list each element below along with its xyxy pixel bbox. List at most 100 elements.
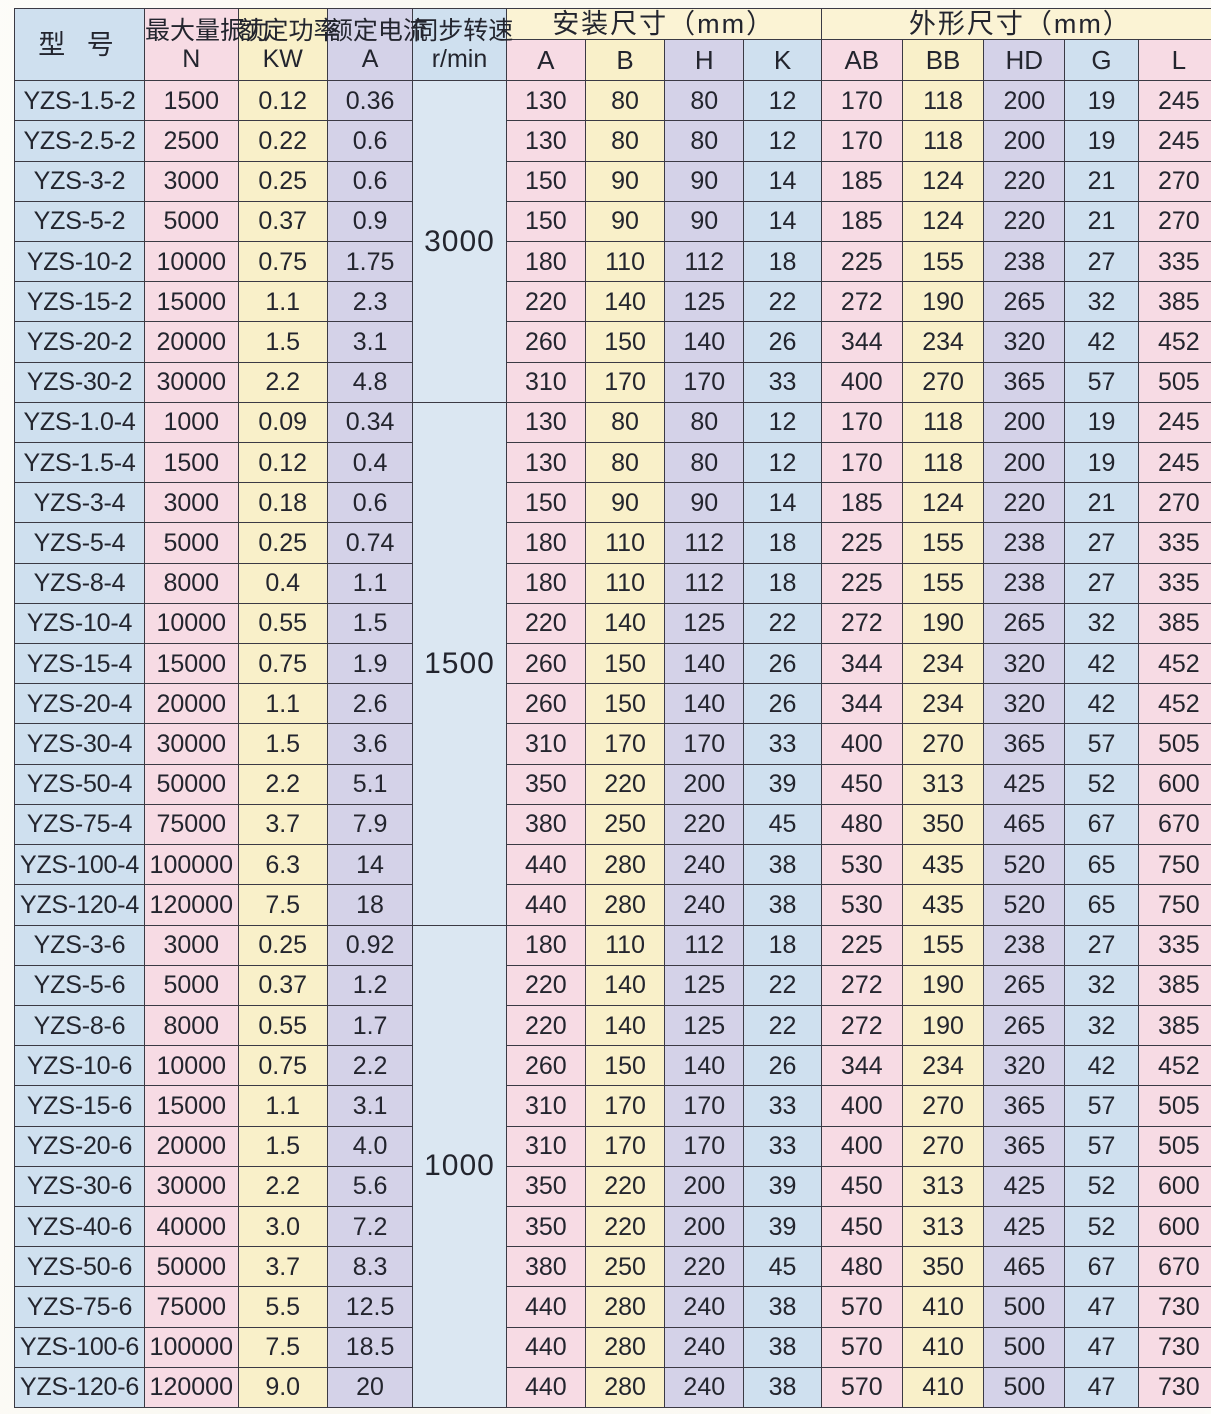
- cell-model: YZS-50-6: [13, 1246, 146, 1288]
- cell-dim-ab: 170: [820, 120, 903, 162]
- cell-dim-bb: 155: [901, 241, 985, 283]
- cell-dim-g: 47: [1064, 1326, 1139, 1368]
- header-dim-a: A: [505, 39, 586, 82]
- cell-dim-g: 42: [1064, 1045, 1139, 1087]
- cell-sync-speed: 1000: [412, 924, 507, 1408]
- cell-dim-k: 18: [743, 924, 822, 966]
- cell-force: 3000: [144, 924, 239, 966]
- cell-dim-bb: 190: [901, 1004, 985, 1047]
- cell-dim-a: 440: [505, 1326, 586, 1368]
- cell-force: 50000: [144, 763, 239, 805]
- table-row: YZS-50-4 50000 2.2 5.1 350 220 200 39 450 313 425 5…: [13, 763, 1211, 805]
- cell-power: 3.7: [237, 1246, 328, 1288]
- table-row: YZS-20-2 20000 1.5 3.1 260 150 140 26 344 234 320 4…: [13, 321, 1211, 363]
- cell-dim-k: 12: [743, 401, 822, 444]
- cell-dim-ab: 570: [820, 1326, 903, 1368]
- cell-force: 30000: [144, 1165, 239, 1207]
- cell-dim-hd: 425: [983, 1165, 1066, 1207]
- cell-dim-h: 240: [664, 1286, 745, 1328]
- cell-dim-bb: 270: [901, 361, 985, 403]
- cell-model: YZS-3-6: [13, 924, 146, 966]
- cell-model: YZS-10-6: [13, 1045, 146, 1087]
- cell-dim-hd: 200: [983, 120, 1066, 162]
- cell-force: 1500: [144, 80, 239, 122]
- header-rated-current-title: 额定电流: [327, 16, 428, 45]
- cell-dim-l: 730: [1137, 1286, 1211, 1328]
- cell-dim-a: 150: [505, 482, 586, 524]
- cell-dim-l: 335: [1137, 562, 1211, 604]
- cell-dim-k: 18: [743, 522, 822, 564]
- cell-force: 5000: [144, 964, 239, 1006]
- cell-dim-hd: 520: [983, 844, 1066, 886]
- cell-dim-a: 350: [505, 1205, 586, 1248]
- cell-dim-h: 125: [664, 281, 745, 323]
- table-row: YZS-1.5-4 1500 0.12 0.4 130 80 80 12 170 118 200 19…: [13, 442, 1211, 484]
- cell-dim-h: 125: [664, 1004, 745, 1047]
- header-sync-speed: 同步转速 r/min: [412, 7, 513, 82]
- cell-dim-a: 180: [505, 562, 586, 604]
- cell-dim-l: 452: [1137, 321, 1211, 363]
- cell-dim-k: 39: [743, 1205, 822, 1248]
- cell-dim-a: 310: [505, 1085, 586, 1127]
- cell-dim-g: 57: [1064, 361, 1139, 403]
- cell-dim-ab: 450: [820, 1165, 903, 1207]
- cell-dim-hd: 500: [983, 1286, 1066, 1328]
- cell-dim-hd: 320: [983, 321, 1066, 363]
- cell-dim-ab: 272: [820, 281, 903, 323]
- cell-dim-g: 57: [1064, 1125, 1139, 1167]
- cell-power: 0.12: [237, 442, 328, 484]
- cell-power: 1.5: [237, 321, 328, 363]
- cell-dim-l: 270: [1137, 160, 1211, 202]
- table-row: YZS-50-6 50000 3.7 8.3 380 250 220 45 480 350 465 6…: [13, 1246, 1211, 1288]
- cell-dim-bb: 435: [901, 844, 985, 886]
- cell-dim-hd: 320: [983, 1045, 1066, 1087]
- cell-power: 0.18: [237, 482, 328, 524]
- cell-force: 5000: [144, 522, 239, 564]
- cell-dim-bb: 234: [901, 643, 985, 685]
- cell-dim-ab: 400: [820, 1125, 903, 1167]
- cell-force: 30000: [144, 361, 239, 403]
- cell-dim-bb: 350: [901, 1246, 985, 1288]
- cell-dim-b: 170: [584, 361, 666, 403]
- cell-dim-ab: 570: [820, 1366, 903, 1409]
- cell-dim-g: 27: [1064, 924, 1139, 966]
- cell-dim-bb: 234: [901, 683, 985, 725]
- cell-dim-g: 27: [1064, 241, 1139, 283]
- cell-dim-h: 240: [664, 844, 745, 886]
- cell-dim-a: 130: [505, 401, 586, 444]
- cell-model: YZS-30-6: [13, 1165, 146, 1207]
- cell-dim-b: 150: [584, 321, 666, 363]
- cell-force: 20000: [144, 321, 239, 363]
- cell-dim-a: 310: [505, 361, 586, 403]
- cell-dim-b: 80: [584, 120, 666, 162]
- cell-dim-bb: 118: [901, 401, 985, 444]
- cell-dim-bb: 118: [901, 442, 985, 484]
- cell-dim-a: 440: [505, 884, 586, 926]
- cell-dim-l: 335: [1137, 924, 1211, 966]
- cell-dim-h: 80: [664, 442, 745, 484]
- header-rated-current: 额定电流 A: [326, 7, 428, 82]
- cell-dim-b: 80: [584, 401, 666, 444]
- cell-force: 75000: [144, 803, 239, 846]
- header-row-groups: 型 号 最大量振力 N 额定功率 KW 额定电流 A 同步转速 r/min: [13, 7, 1211, 82]
- cell-dim-ab: 344: [820, 1045, 903, 1087]
- cell-power: 2.2: [237, 763, 328, 805]
- cell-dim-g: 19: [1064, 442, 1139, 484]
- cell-dim-a: 260: [505, 321, 586, 363]
- cell-dim-h: 112: [664, 241, 745, 283]
- header-rated-current-unit: A: [361, 44, 379, 73]
- cell-dim-g: 21: [1064, 160, 1139, 202]
- cell-force: 40000: [144, 1205, 239, 1248]
- cell-current: 0.6: [326, 482, 414, 524]
- cell-dim-b: 170: [584, 723, 666, 765]
- table-row: YZS-15-4 15000 0.75 1.9 260 150 140 26 344 234 320…: [13, 643, 1211, 685]
- cell-dim-b: 280: [584, 844, 666, 886]
- cell-dim-b: 220: [584, 1165, 666, 1207]
- cell-dim-a: 220: [505, 602, 586, 645]
- header-sync-speed-unit: r/min: [431, 44, 488, 73]
- cell-dim-h: 140: [664, 643, 745, 685]
- vibration-motor-spec-table: 型 号 最大量振力 N 额定功率 KW 额定电流 A 同步转速 r/min: [13, 7, 1211, 1409]
- cell-model: YZS-30-2: [13, 361, 146, 403]
- cell-dim-bb: 190: [901, 602, 985, 645]
- cell-dim-l: 505: [1137, 361, 1211, 403]
